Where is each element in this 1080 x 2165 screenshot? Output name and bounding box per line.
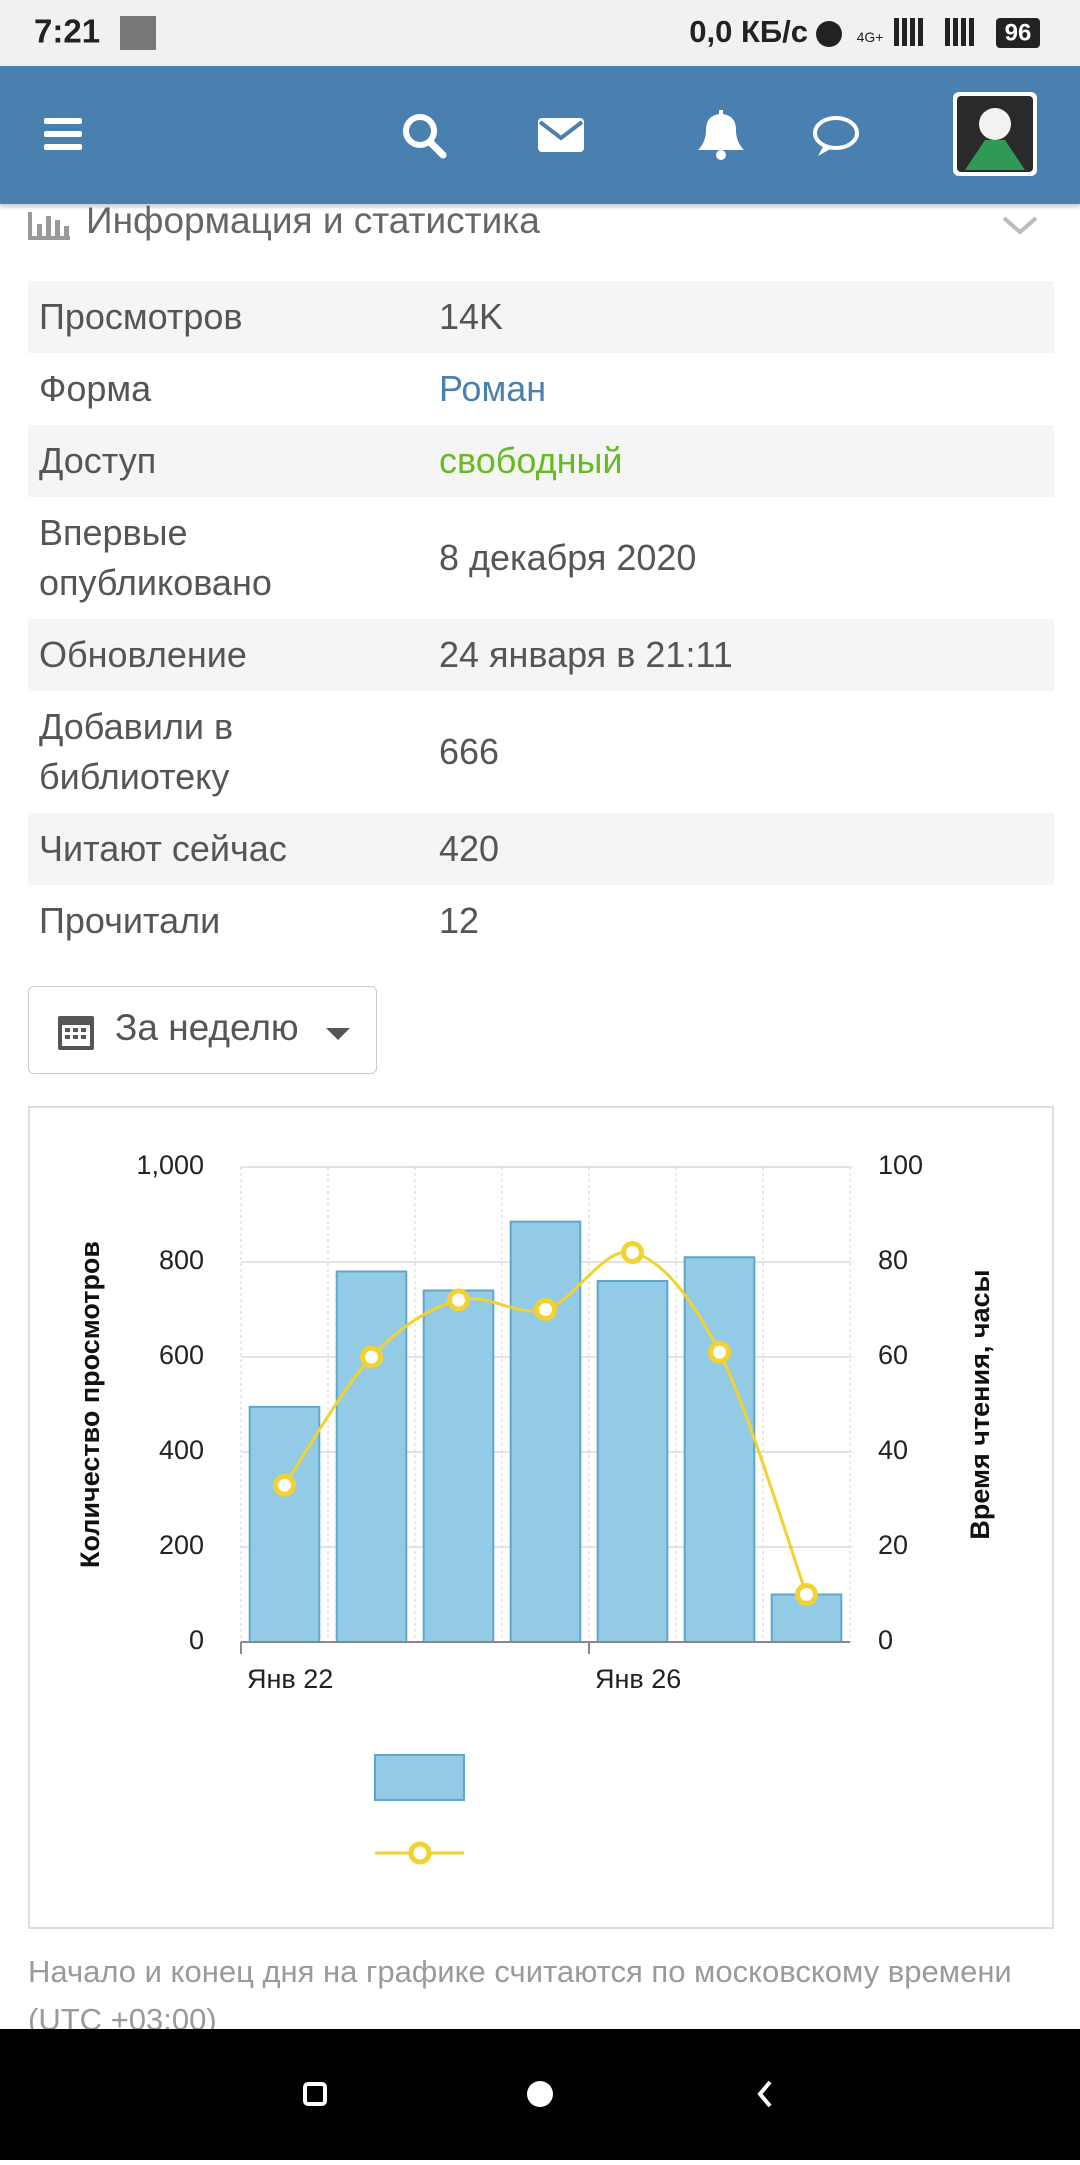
info-value: 24 января в 21:11 bbox=[439, 634, 733, 675]
x-tick-label: Янв 22 bbox=[247, 1664, 333, 1694]
info-label: Просмотров bbox=[39, 296, 243, 337]
notifications-button[interactable] bbox=[698, 110, 744, 160]
signal-icons bbox=[894, 18, 974, 46]
y2-tick-label: 0 bbox=[878, 1625, 893, 1655]
y-tick-label: 400 bbox=[159, 1435, 204, 1465]
dropdown-caret bbox=[326, 1028, 350, 1040]
avatar[interactable] bbox=[953, 92, 1037, 176]
legend-swatch bbox=[374, 1754, 465, 1801]
chat-button[interactable] bbox=[813, 116, 859, 156]
info-value: 12 bbox=[439, 900, 480, 941]
y-tick-label: 600 bbox=[159, 1340, 204, 1370]
navigation-bar bbox=[0, 2029, 1080, 2160]
alarm-icon bbox=[816, 21, 842, 47]
menu-button[interactable] bbox=[44, 118, 82, 150]
bar bbox=[335, 1270, 408, 1643]
line-point bbox=[360, 1345, 383, 1369]
y-axis-label: Количество просмотров bbox=[75, 1241, 105, 1568]
info-label: Обновление bbox=[39, 634, 247, 675]
notification-icon bbox=[120, 16, 156, 50]
back-button[interactable] bbox=[757, 2080, 772, 2108]
period-label: За неделю bbox=[115, 1007, 299, 1048]
info-value: 666 bbox=[439, 731, 500, 772]
line-point bbox=[708, 1340, 731, 1364]
bar bbox=[422, 1289, 495, 1643]
bar bbox=[509, 1220, 582, 1643]
bar bbox=[770, 1593, 843, 1643]
chart: 0 200 400 600 800 1,000 0 20 40 60 80 100 Количество… bbox=[75, 1150, 995, 1865]
y-tick-label: 0 bbox=[189, 1625, 204, 1655]
info-row: Просмотров 14K bbox=[28, 281, 1054, 353]
period-selector[interactable]: За неделю bbox=[28, 986, 377, 1074]
home-button[interactable] bbox=[527, 2081, 553, 2107]
bar bbox=[683, 1256, 756, 1643]
info-table: Просмотров 14K Форма Роман Доступ свободный Вп… bbox=[28, 281, 1054, 957]
info-row: Впервые опубликовано 8 декабря 2020 bbox=[28, 497, 1054, 619]
info-label: Доступ bbox=[39, 440, 157, 481]
nav-buttons bbox=[303, 2080, 772, 2108]
info-value: 420 bbox=[439, 828, 500, 869]
info-label: Прочитали bbox=[39, 900, 221, 941]
battery-level: 96 bbox=[1005, 19, 1032, 46]
bar bbox=[248, 1405, 321, 1643]
time: 7:21 bbox=[34, 13, 100, 50]
y-tick-label: 1,000 bbox=[136, 1150, 204, 1180]
info-value: 14K bbox=[439, 296, 504, 337]
info-row: Прочитали 12 bbox=[28, 885, 1054, 957]
info-row: Доступ свободный bbox=[28, 425, 1054, 497]
info-label: Добавили в библиотеку bbox=[39, 706, 234, 797]
info-value: 8 декабря 2020 bbox=[439, 537, 697, 578]
y-tick-label: 200 bbox=[159, 1530, 204, 1560]
network-speed: 0,0 КБ/с bbox=[689, 14, 808, 49]
y2-tick-label: 40 bbox=[878, 1435, 908, 1465]
network-type: 4G+ bbox=[857, 29, 884, 45]
y2-axis-label: Время чтения, часы bbox=[965, 1269, 995, 1539]
bar bbox=[596, 1280, 669, 1643]
line-point bbox=[447, 1288, 470, 1312]
y2-tick-label: 100 bbox=[878, 1150, 923, 1180]
stats-icon bbox=[28, 212, 70, 240]
calendar-icon bbox=[58, 1016, 94, 1050]
line-point bbox=[621, 1241, 644, 1264]
info-value[interactable]: свободный bbox=[439, 440, 623, 481]
info-row: Читают сейчас 420 bbox=[28, 813, 1054, 885]
info-label: Читают сейчас bbox=[39, 828, 287, 869]
messages-button[interactable] bbox=[538, 118, 584, 152]
search-button[interactable] bbox=[403, 114, 447, 159]
status-icons: 7:21 0,0 КБ/с 4G+ 96 bbox=[34, 13, 1040, 50]
battery-icon bbox=[996, 18, 1040, 48]
status-bar: 7:21 0,0 КБ/с 4G+ 96 bbox=[0, 0, 1080, 66]
info-label: Форма bbox=[39, 368, 152, 409]
section-title: Информация и статистика bbox=[86, 200, 540, 241]
y2-tick-label: 80 bbox=[878, 1245, 908, 1275]
info-row: Обновление 24 января в 21:11 bbox=[28, 619, 1054, 691]
recents-button[interactable] bbox=[303, 2082, 327, 2106]
line-point bbox=[273, 1473, 296, 1497]
info-value[interactable]: Роман bbox=[439, 368, 547, 409]
line-point bbox=[534, 1298, 557, 1321]
legend-swatch bbox=[408, 1841, 432, 1865]
y2-tick-label: 20 bbox=[878, 1530, 908, 1560]
info-label: Впервые опубликовано bbox=[39, 512, 272, 603]
collapse-toggle[interactable] bbox=[1000, 214, 1040, 238]
chart-container bbox=[28, 1106, 1054, 1929]
header-icons bbox=[44, 92, 1037, 176]
y-tick-label: 800 bbox=[159, 1245, 204, 1275]
info-row: Форма Роман bbox=[28, 353, 1054, 425]
y2-tick-label: 60 bbox=[878, 1340, 908, 1370]
x-tick-label: Янв 26 bbox=[595, 1664, 681, 1694]
app-header bbox=[0, 66, 1080, 204]
info-row: Добавили в библиотеку 666 bbox=[28, 691, 1054, 813]
line-point bbox=[795, 1583, 818, 1606]
